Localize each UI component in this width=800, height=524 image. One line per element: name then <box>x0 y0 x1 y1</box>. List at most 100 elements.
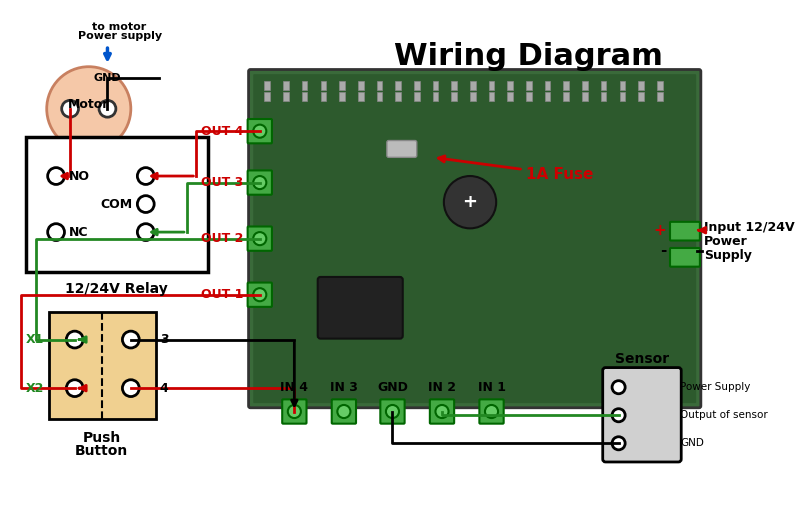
Text: IN 4: IN 4 <box>280 381 308 394</box>
Circle shape <box>138 168 154 184</box>
Text: IN 2: IN 2 <box>428 381 456 394</box>
Bar <box>526 81 532 90</box>
Bar <box>395 92 401 101</box>
Bar <box>451 81 457 90</box>
Circle shape <box>48 168 65 184</box>
Bar <box>321 81 326 90</box>
FancyBboxPatch shape <box>248 282 272 307</box>
Bar <box>377 81 382 90</box>
Bar <box>582 92 588 101</box>
Circle shape <box>66 331 83 348</box>
Circle shape <box>254 125 266 138</box>
Text: Output of sensor: Output of sensor <box>680 410 768 420</box>
Circle shape <box>122 380 139 397</box>
Circle shape <box>48 224 65 241</box>
Bar <box>414 92 419 101</box>
Text: 12/24V Relay: 12/24V Relay <box>66 282 168 296</box>
Circle shape <box>612 380 625 394</box>
FancyBboxPatch shape <box>670 222 700 241</box>
Text: GND: GND <box>377 381 408 394</box>
Bar <box>302 92 307 101</box>
FancyBboxPatch shape <box>479 399 504 424</box>
Text: Wiring Diagram: Wiring Diagram <box>394 42 662 71</box>
Bar <box>283 81 289 90</box>
Circle shape <box>444 176 496 228</box>
FancyBboxPatch shape <box>332 399 356 424</box>
Text: OUT 2: OUT 2 <box>201 232 243 245</box>
Text: -: - <box>660 243 666 258</box>
Bar <box>395 81 401 90</box>
Circle shape <box>122 331 139 348</box>
Text: GND: GND <box>94 73 122 83</box>
Text: Motor: Motor <box>68 97 110 111</box>
Text: OUT 1: OUT 1 <box>201 288 243 301</box>
Bar <box>638 92 644 101</box>
Circle shape <box>435 405 449 418</box>
Bar <box>526 92 532 101</box>
Bar <box>358 92 363 101</box>
Bar <box>433 92 438 101</box>
Text: Supply: Supply <box>704 249 751 262</box>
Circle shape <box>612 409 625 422</box>
Bar <box>26 137 208 272</box>
FancyBboxPatch shape <box>248 170 272 195</box>
Text: 3: 3 <box>160 333 169 346</box>
Bar <box>283 92 289 101</box>
Circle shape <box>386 405 399 418</box>
Circle shape <box>138 195 154 212</box>
FancyBboxPatch shape <box>249 70 701 408</box>
Circle shape <box>485 405 498 418</box>
Bar <box>321 92 326 101</box>
Text: 1A Fuse: 1A Fuse <box>438 156 594 182</box>
Text: GND: GND <box>680 438 704 449</box>
FancyBboxPatch shape <box>248 226 272 251</box>
Text: NO: NO <box>69 170 90 182</box>
Circle shape <box>254 176 266 189</box>
Circle shape <box>254 232 266 245</box>
Bar <box>657 92 662 101</box>
Circle shape <box>254 288 266 301</box>
Bar <box>470 92 476 101</box>
Bar <box>414 81 419 90</box>
Text: Sensor: Sensor <box>615 352 669 366</box>
Bar <box>377 92 382 101</box>
Bar <box>302 81 307 90</box>
Bar <box>433 81 438 90</box>
Bar <box>601 81 606 90</box>
Bar <box>619 92 625 101</box>
Bar <box>339 81 345 90</box>
Text: +: + <box>654 223 666 238</box>
Circle shape <box>612 436 625 450</box>
Bar <box>563 81 569 90</box>
Text: IN 1: IN 1 <box>478 381 506 394</box>
FancyBboxPatch shape <box>282 399 306 424</box>
Text: Button: Button <box>75 444 129 458</box>
Bar <box>339 92 345 101</box>
FancyBboxPatch shape <box>318 277 402 339</box>
Bar <box>358 81 363 90</box>
Text: NC: NC <box>69 226 89 238</box>
Text: Input 12/24V: Input 12/24V <box>704 221 794 234</box>
Circle shape <box>138 224 154 241</box>
Bar <box>507 81 513 90</box>
Text: IN 3: IN 3 <box>330 381 358 394</box>
Bar <box>451 92 457 101</box>
Text: X2: X2 <box>26 381 44 395</box>
Bar <box>582 81 588 90</box>
Bar <box>489 81 494 90</box>
Text: Power Supply: Power Supply <box>680 382 750 392</box>
FancyBboxPatch shape <box>670 248 700 267</box>
Bar <box>545 92 550 101</box>
Bar <box>507 92 513 101</box>
Circle shape <box>62 100 78 117</box>
Text: to motor: to motor <box>93 21 146 31</box>
FancyBboxPatch shape <box>248 119 272 144</box>
FancyBboxPatch shape <box>254 74 696 403</box>
Bar <box>545 81 550 90</box>
Text: Power: Power <box>704 235 747 248</box>
Circle shape <box>46 67 131 151</box>
Text: OUT 4: OUT 4 <box>201 125 243 138</box>
Text: Power supply: Power supply <box>78 31 162 41</box>
Bar <box>657 81 662 90</box>
FancyBboxPatch shape <box>430 399 454 424</box>
